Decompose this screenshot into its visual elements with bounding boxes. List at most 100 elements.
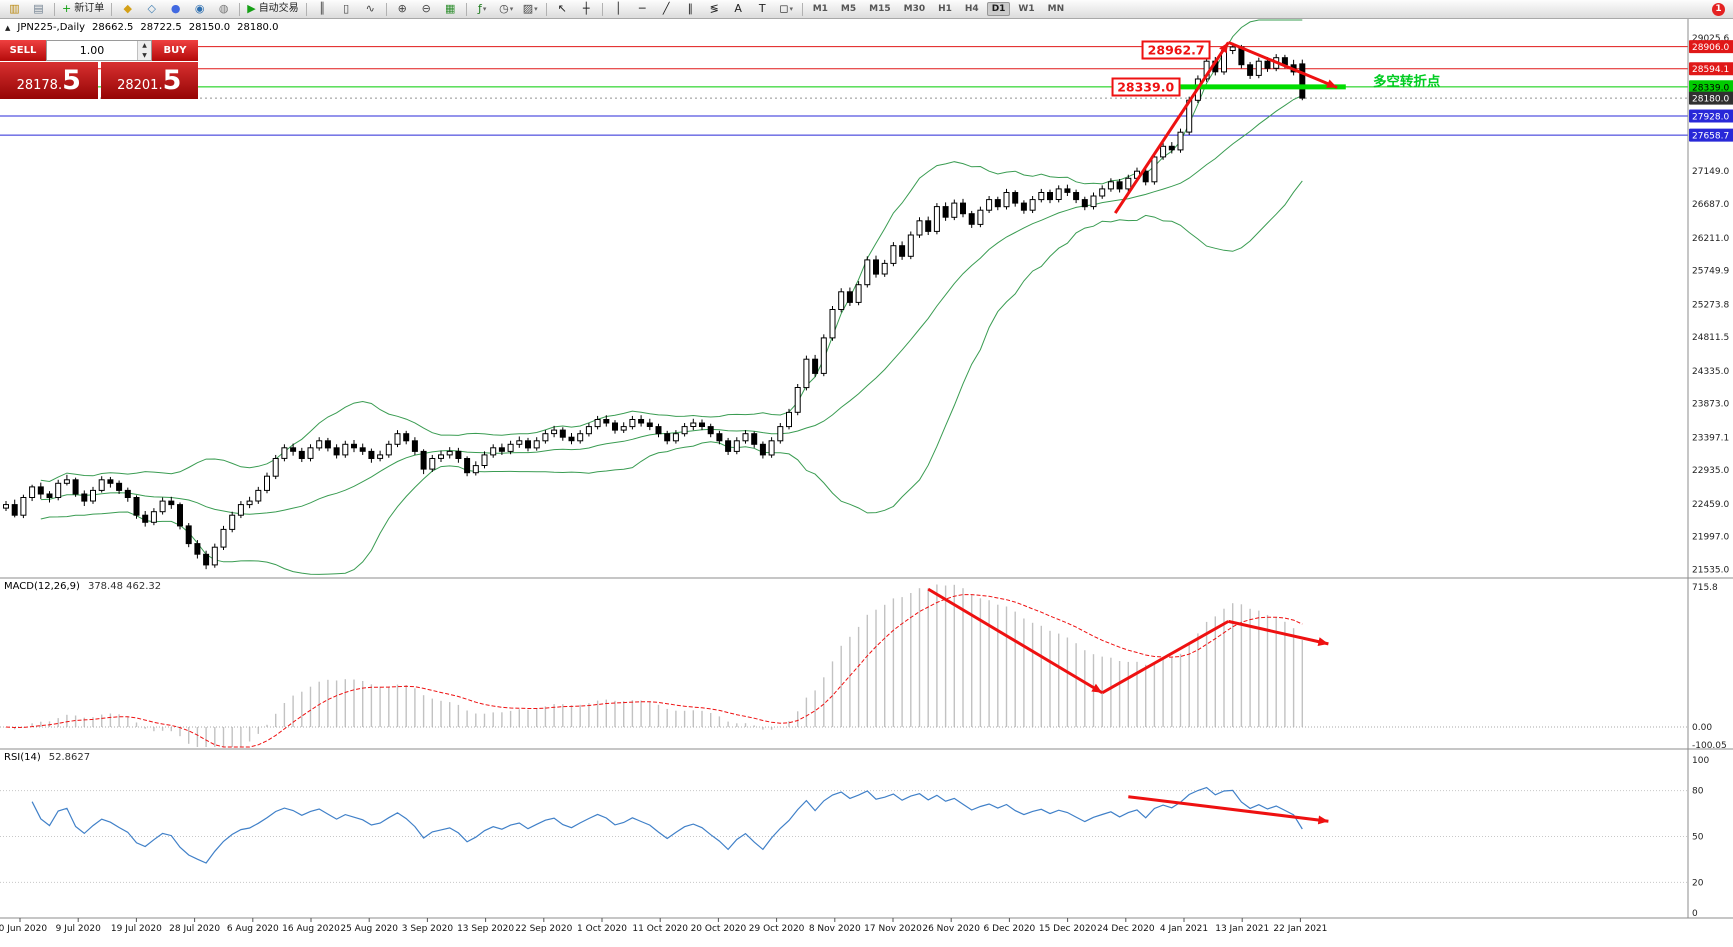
- vertical-line-icon[interactable]: │: [607, 0, 630, 18]
- new-chart-icon[interactable]: ▥: [3, 0, 26, 18]
- timeframe-m15[interactable]: M15: [869, 4, 891, 14]
- svg-text:8 Nov 2020: 8 Nov 2020: [809, 924, 861, 934]
- vertical-line-icon-glyph: │: [614, 2, 622, 15]
- rsi-line: [31, 786, 1303, 864]
- sell-price[interactable]: 28178. 5: [0, 62, 98, 99]
- terminal-icon[interactable]: ◉: [188, 0, 211, 18]
- channel-icon-glyph: ∥: [687, 2, 693, 15]
- timeframe-m1[interactable]: M1: [812, 4, 828, 14]
- toolbar-separator: [545, 2, 547, 16]
- line-chart-icon[interactable]: ∿: [359, 0, 382, 18]
- zoom-in-icon[interactable]: ⊕: [391, 0, 414, 18]
- bar-chart-icon[interactable]: ║: [311, 0, 334, 18]
- cursor-icon[interactable]: ↖: [551, 0, 574, 18]
- buy-price[interactable]: 28201. 5: [100, 62, 198, 99]
- text-icon[interactable]: A: [727, 0, 750, 18]
- rsi-value: 52.8627: [48, 752, 91, 763]
- notifications-badge[interactable]: 1: [1712, 2, 1725, 16]
- fibonacci-icon[interactable]: ≶: [703, 0, 726, 18]
- svg-text:20: 20: [1692, 878, 1704, 888]
- horizontal-line-icon-glyph: ─: [638, 2, 646, 15]
- svg-text:24 Dec 2020: 24 Dec 2020: [1097, 924, 1155, 934]
- autotrade-button-label: 自动交易: [258, 3, 299, 14]
- timeframe-d1[interactable]: D1: [986, 2, 1011, 16]
- candlestick-chart-icon[interactable]: ▯: [335, 0, 358, 18]
- timeframe-h1[interactable]: H1: [938, 4, 952, 14]
- profiles-icon[interactable]: ▤: [27, 0, 50, 18]
- volume-decrease-button[interactable]: ▼: [138, 50, 151, 60]
- new-order-icon: +: [62, 2, 72, 15]
- svg-text:30 Jun 2020: 30 Jun 2020: [0, 924, 47, 934]
- svg-text:23873.0: 23873.0: [1692, 400, 1729, 410]
- svg-text:28594.1: 28594.1: [1692, 65, 1729, 75]
- new-order-button[interactable]: + 新订单: [59, 0, 107, 18]
- svg-text:29 Oct 2020: 29 Oct 2020: [749, 924, 805, 934]
- svg-text:26687.0: 26687.0: [1692, 200, 1729, 210]
- one-click-collapse-button[interactable]: ▲: [5, 23, 11, 32]
- strategy-tester-icon[interactable]: ◍: [212, 0, 235, 18]
- strategy-tester-icon-glyph: ◍: [218, 2, 229, 15]
- svg-text:25 Aug 2020: 25 Aug 2020: [340, 924, 398, 934]
- macd-indicator-label: MACD(12,26,9) 378.48 462.32: [4, 581, 161, 592]
- volume-field: ▲ ▼: [46, 40, 152, 61]
- svg-text:0.00: 0.00: [1692, 723, 1712, 733]
- macd-layer: [0, 584, 1688, 748]
- svg-text:28180.0: 28180.0: [1692, 95, 1729, 105]
- svg-text:26 Nov 2020: 26 Nov 2020: [922, 924, 980, 934]
- timeframe-m5[interactable]: M5: [840, 4, 857, 14]
- svg-text:21997.0: 21997.0: [1692, 533, 1729, 543]
- svg-text:13 Jan 2021: 13 Jan 2021: [1215, 924, 1269, 934]
- label-icon[interactable]: T: [751, 0, 774, 18]
- timeframe-h4[interactable]: H4: [964, 4, 979, 14]
- rsi-indicator-label: RSI(14) 52.8627: [4, 752, 90, 763]
- toolbar-separator: [111, 2, 113, 16]
- zoom-in-icon-glyph: ⊕: [397, 2, 407, 15]
- buy-button[interactable]: BUY: [152, 40, 198, 61]
- svg-text:16 Aug 2020: 16 Aug 2020: [282, 924, 340, 934]
- svg-text:27658.7: 27658.7: [1692, 132, 1729, 142]
- svg-text:29025.6: 29025.6: [1692, 34, 1729, 44]
- autotrade-button[interactable]: ▶ 自动交易: [244, 0, 301, 18]
- templates-icon[interactable]: ▨ ▾: [519, 0, 542, 18]
- templates-icon-glyph: ▨: [522, 2, 534, 15]
- channel-icon[interactable]: ∥: [679, 0, 702, 18]
- svg-text:25273.8: 25273.8: [1692, 300, 1729, 310]
- navigator-icon[interactable]: ●: [164, 0, 187, 18]
- sell-button[interactable]: SELL: [0, 40, 46, 61]
- candles-layer: [3, 42, 1306, 570]
- timeframe-w1[interactable]: W1: [1018, 4, 1035, 14]
- volume-input[interactable]: [47, 41, 137, 60]
- crosshair-icon[interactable]: ┼: [575, 0, 598, 18]
- svg-text:26211.0: 26211.0: [1692, 234, 1729, 244]
- toolbar-separator: [465, 2, 467, 16]
- tile-windows-icon[interactable]: ▦: [439, 0, 462, 18]
- svg-text:20 Oct 2020: 20 Oct 2020: [691, 924, 747, 934]
- macd-signal-line: [5, 594, 1303, 748]
- periods-icon[interactable]: ◷ ▾: [495, 0, 518, 18]
- navigator-icon-glyph: ●: [170, 2, 181, 15]
- shapes-icon[interactable]: ◻ ▾: [775, 0, 798, 18]
- zoom-out-icon[interactable]: ⊖: [415, 0, 438, 18]
- trendline-icon[interactable]: ╱: [655, 0, 678, 18]
- level-lines-layer: [0, 46, 1688, 136]
- svg-text:23397.1: 23397.1: [1692, 433, 1729, 443]
- text-icon-glyph: A: [734, 2, 742, 15]
- horizontal-line-icon[interactable]: ─: [631, 0, 654, 18]
- periods-icon-glyph: ◷: [499, 2, 509, 15]
- rsi-name: RSI(14): [4, 752, 41, 763]
- bollinger-upper-band: [40, 19, 1303, 483]
- timeframe-mn[interactable]: MN: [1047, 4, 1065, 14]
- profiles-icon-glyph: ▤: [33, 2, 44, 15]
- svg-text:4 Jan 2021: 4 Jan 2021: [1160, 924, 1208, 934]
- market-watch-icon[interactable]: ◆: [116, 0, 139, 18]
- indicators-icon[interactable]: ƒ ▾: [471, 0, 494, 18]
- svg-text:27928.0: 27928.0: [1692, 112, 1729, 122]
- low-value: 28150.0: [188, 22, 231, 33]
- volume-increase-button[interactable]: ▲: [138, 41, 151, 51]
- timeframe-m30[interactable]: M30: [903, 4, 926, 14]
- data-window-icon[interactable]: ◇: [140, 0, 163, 18]
- svg-text:28 Jul 2020: 28 Jul 2020: [169, 924, 220, 934]
- sell-price-big-digit: 5: [62, 64, 81, 96]
- market-watch-icon-glyph: ◆: [123, 2, 132, 15]
